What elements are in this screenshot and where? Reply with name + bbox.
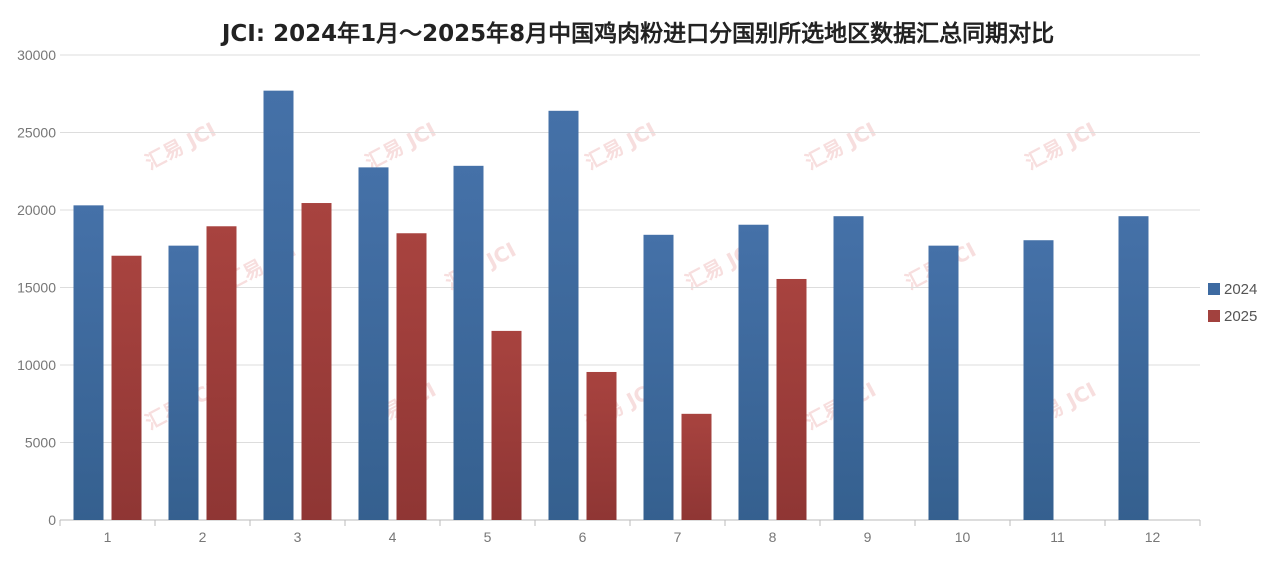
y-tick-label: 20000 [17, 202, 56, 218]
bar-2024-6 [548, 110, 579, 521]
bar-2025-7 [681, 413, 712, 520]
x-tick-label: 11 [1050, 529, 1065, 545]
legend-swatch-2025 [1208, 310, 1220, 322]
y-tick-label: 5000 [25, 435, 56, 451]
x-tick-label: 10 [955, 529, 971, 545]
bar-2025-8 [776, 278, 807, 520]
bar-2024-12 [1118, 216, 1149, 520]
x-tick-label: 4 [389, 529, 397, 545]
x-tick-label: 6 [579, 529, 587, 545]
legend-label-2024: 2024 [1224, 281, 1257, 298]
bar-2024-2 [168, 245, 199, 520]
bar-2024-9 [833, 216, 864, 520]
bar-2024-11 [1023, 240, 1054, 520]
bar-2025-3 [301, 203, 332, 520]
y-tick-label: 0 [48, 512, 56, 528]
x-tick-label: 2 [199, 529, 207, 545]
watermark-text: 汇易 JCI [581, 117, 660, 174]
x-tick-label: 3 [294, 529, 302, 545]
watermark-text: 汇易 JCI [361, 117, 440, 174]
chart-title: JCI: 2024年1月～2025年8月中国鸡肉粉进口分国别所选地区数据汇总同期… [221, 21, 1055, 47]
bar-2025-1 [111, 255, 142, 520]
bar-2024-1 [73, 205, 104, 520]
x-tick-label: 9 [864, 529, 872, 545]
y-axis: 0 5000 10000 15000 20000 25000 30000 [17, 47, 56, 528]
bar-2024-3 [263, 90, 294, 521]
x-axis: 1 2 3 4 5 6 7 8 9 10 11 12 [59, 520, 1201, 545]
watermark-text: 汇易 JCI [801, 117, 880, 174]
bar-2024-7 [643, 234, 674, 521]
y-tick-label: 15000 [17, 280, 56, 296]
watermark-text: 汇易 JCI [141, 117, 220, 174]
bar-2025-5 [491, 330, 522, 520]
bar-2025-2 [206, 226, 237, 520]
bar-2024-5 [453, 165, 484, 520]
bar-2025-4 [396, 233, 427, 520]
x-tick-label: 5 [484, 529, 492, 545]
legend: 2024 2025 [1208, 281, 1257, 325]
legend-swatch-2024 [1208, 283, 1220, 295]
bar-2025-6 [586, 371, 617, 520]
bars [73, 90, 1149, 521]
x-tick-label: 1 [104, 529, 112, 545]
x-tick-label: 12 [1145, 529, 1161, 545]
y-tick-label: 25000 [17, 125, 56, 141]
y-tick-label: 30000 [17, 47, 56, 63]
bar-2024-4 [358, 167, 389, 520]
y-tick-label: 10000 [17, 357, 56, 373]
x-tick-label: 8 [769, 529, 777, 545]
watermark-text: 汇易 JCI [1021, 117, 1100, 174]
x-tick-label: 7 [674, 529, 682, 545]
legend-label-2025: 2025 [1224, 308, 1257, 325]
bar-2024-8 [738, 224, 769, 520]
bar-2024-10 [928, 245, 959, 520]
